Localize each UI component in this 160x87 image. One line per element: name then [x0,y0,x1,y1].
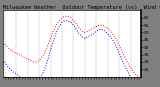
Text: Milwaukee Weather  Outdoor Temperature (vs)  Wind Chill  (Last 24 Hours): Milwaukee Weather Outdoor Temperature (v… [3,5,160,10]
